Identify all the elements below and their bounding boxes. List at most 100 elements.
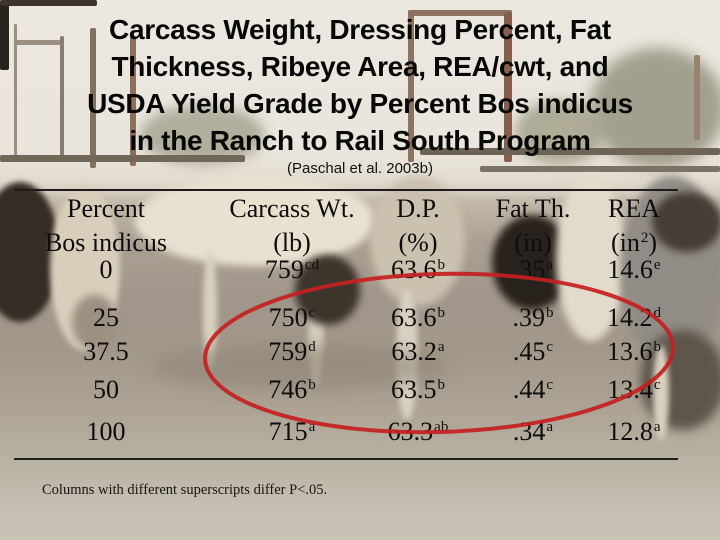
superscript: b (546, 305, 554, 321)
fat-th-value: .35a (513, 257, 553, 287)
value: 63.2 (391, 337, 437, 366)
value: .45 (512, 337, 546, 366)
slide-title: Carcass Weight, Dressing Percent, Fat Th… (0, 11, 720, 159)
fence-rail-right-2 (480, 166, 720, 172)
fat-th-value: .34a (513, 419, 553, 449)
unit-text: ) (648, 228, 658, 257)
superscript: a (546, 419, 554, 435)
fence-rail-right (420, 148, 720, 155)
fence-post-4 (130, 36, 136, 166)
percent-value: 100 (86, 417, 126, 446)
superscript: ab (434, 419, 449, 435)
value: 12.8 (607, 417, 653, 446)
value: 63.6 (391, 255, 437, 284)
percent-value: 25 (93, 303, 119, 332)
fence-post-5 (408, 10, 414, 162)
table-top-rule (14, 189, 678, 191)
col-header-rea: REA (608, 194, 660, 223)
rea-value: 13.4c (607, 377, 660, 407)
col-header-percent: Percent (67, 194, 145, 223)
value: .34 (512, 417, 546, 446)
fence-post-1 (14, 24, 17, 162)
carcass-wt-value: 746b (268, 377, 316, 407)
table-header-line2: Bos indicus (lb) (%) (in) (in2) (0, 230, 720, 256)
dp-value: 63.2a (391, 339, 444, 369)
unit-superscript: 2 (640, 230, 649, 246)
superscript: cd (304, 257, 320, 273)
superscript: a (437, 339, 445, 355)
unit-text: (in (610, 228, 640, 257)
carcass-wt-value: 750c (269, 305, 316, 335)
rea-value: 14.6e (607, 257, 660, 287)
superscript: b (437, 377, 446, 393)
footnote: Columns with different superscripts diff… (42, 482, 328, 498)
rea-value: 12.8a (607, 419, 660, 449)
rea-value: 13.6b (607, 339, 661, 369)
value: 14.2 (607, 303, 653, 332)
fence-rail-topleft (0, 0, 97, 6)
superscript: a (308, 419, 316, 435)
fence-rail-topright (408, 10, 512, 16)
col-unit-carcass-wt: (lb) (273, 228, 311, 257)
value: 63.6 (391, 303, 437, 332)
table-header-line1: Percent Carcass Wt. D.P. Fat Th. REA (0, 196, 720, 222)
carcass-wt-value: 759cd (265, 257, 319, 287)
table-bottom-rule (14, 458, 678, 460)
superscript: b (437, 257, 446, 273)
col-header-carcass-wt: Carcass Wt. (229, 194, 355, 223)
carcass-wt-value: 715a (269, 419, 316, 449)
cow-cream-head (72, 295, 117, 350)
title-line-1: Carcass Weight, Dressing Percent, Fat (109, 14, 611, 45)
value: 14.6 (607, 255, 653, 284)
rea-value: 14.2d (607, 305, 661, 335)
fence-post-2 (60, 36, 64, 162)
dp-value: 63.5b (391, 377, 445, 407)
cow-dark-patch-right (652, 192, 720, 252)
col-unit-percent: Bos indicus (44, 228, 168, 257)
value: .44 (512, 375, 546, 404)
superscript: d (308, 339, 316, 355)
fence-post-edge (0, 0, 9, 70)
value: 746 (268, 375, 308, 404)
title-line-2: Thickness, Ribeye Area, REA/cwt, and (111, 51, 609, 82)
table-row: 37.5 759d 63.2a .45c 13.6b (0, 339, 720, 365)
cows-white-mid (135, 176, 375, 266)
value: 750 (268, 303, 308, 332)
superscript: a (546, 257, 554, 273)
dp-value: 63.3ab (388, 419, 449, 449)
fat-th-value: .44c (513, 377, 553, 407)
percent-value: 37.5 (83, 337, 129, 366)
value: 759 (264, 255, 304, 284)
fence-post-6 (504, 12, 512, 162)
col-unit-fat-th: (in) (514, 228, 552, 257)
fence-post-3 (90, 28, 96, 168)
value: 715 (268, 417, 308, 446)
superscript: b (308, 377, 316, 393)
fat-th-value: .39b (513, 305, 554, 335)
value: .35 (512, 255, 546, 284)
col-unit-dp: (%) (398, 228, 438, 257)
col-unit-rea: (in2) (611, 230, 657, 260)
superscript: c (546, 339, 554, 355)
table-row: 50 746b 63.5b .44c 13.4c (0, 377, 720, 403)
value: 759 (268, 337, 308, 366)
dp-value: 63.6b (391, 305, 445, 335)
value: 63.3 (387, 417, 434, 446)
percent-value: 0 (99, 255, 113, 284)
percent-value: 50 (93, 375, 119, 404)
table-row: 25 750c 63.6b .39b 14.2d (0, 305, 720, 331)
table-row: 100 715a 63.3ab .34a 12.8a (0, 419, 720, 445)
dp-value: 63.6b (391, 257, 445, 287)
superscript: c (653, 377, 661, 393)
title-line-3: USDA Yield Grade by Percent Bos indicus (87, 88, 633, 119)
superscript: b (653, 339, 662, 355)
value: 63.5 (391, 375, 437, 404)
superscript: d (653, 305, 662, 321)
superscript: e (653, 257, 661, 273)
value: 13.4 (607, 375, 653, 404)
fence-rail-left (0, 155, 245, 162)
superscript: a (653, 419, 661, 435)
superscript: c (546, 377, 554, 393)
